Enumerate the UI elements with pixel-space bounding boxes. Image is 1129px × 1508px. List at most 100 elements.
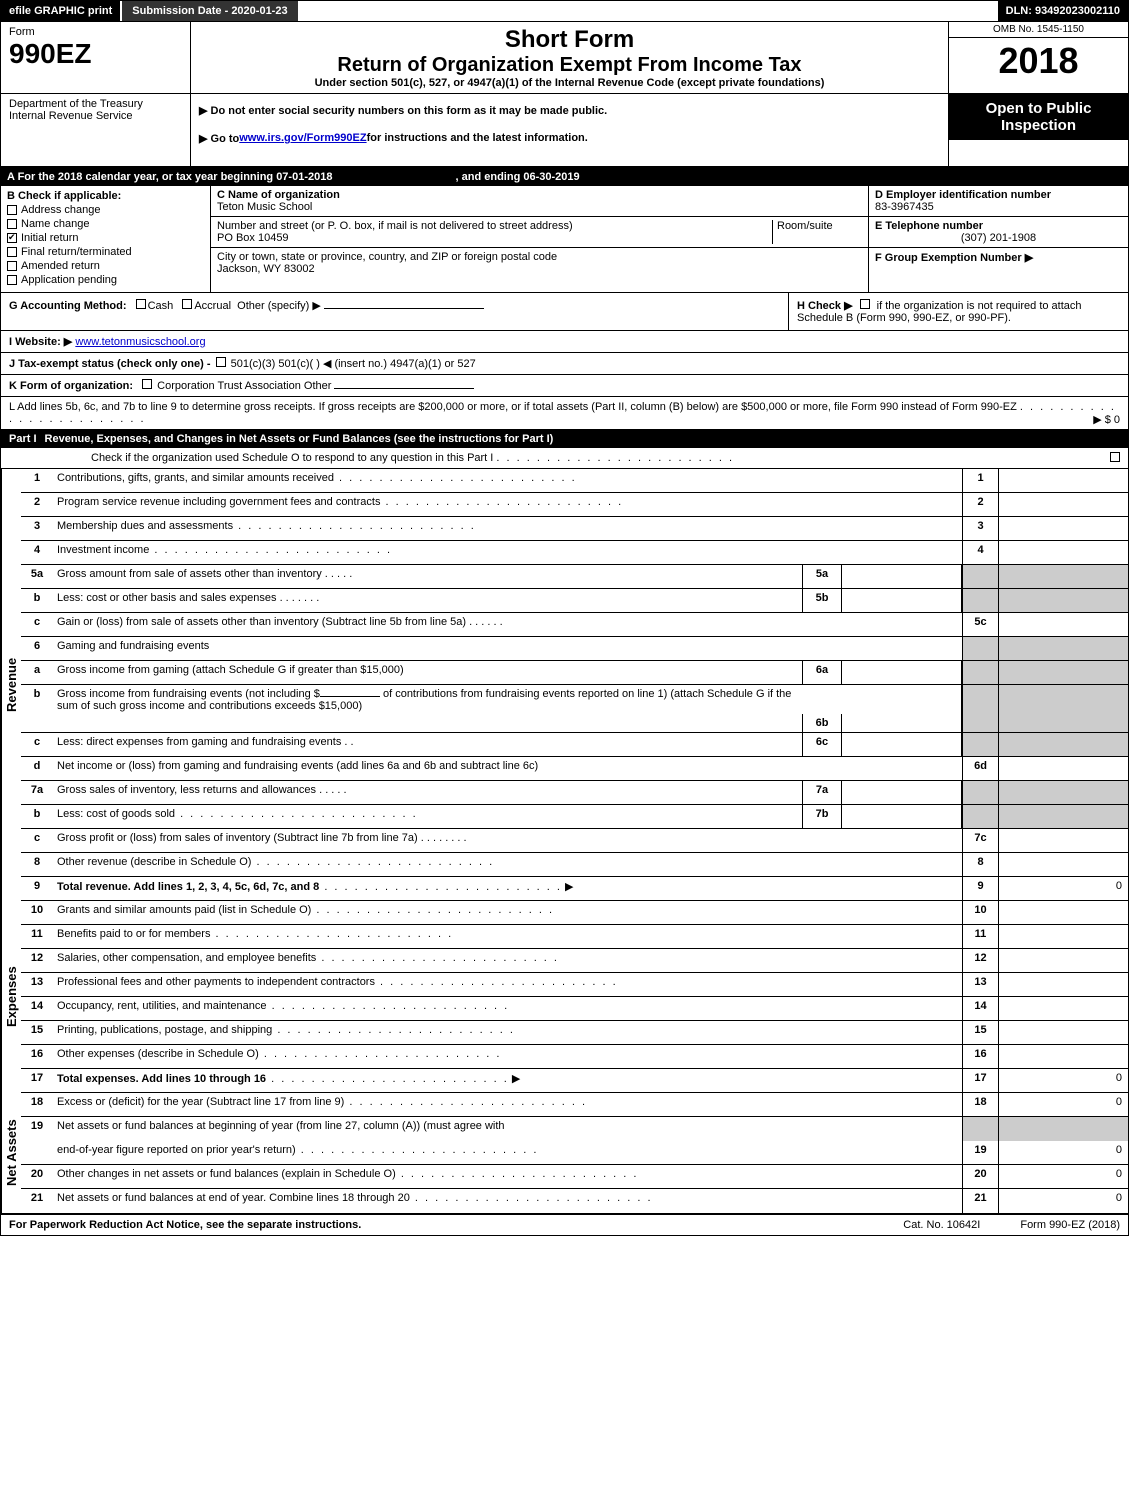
section-b: B Check if applicable: Address change Na…	[1, 186, 211, 292]
section-c: C Name of organization Teton Music Schoo…	[211, 186, 868, 292]
dept-treasury: Department of the Treasury Internal Reve…	[1, 94, 191, 166]
other-label: Other (specify) ▶	[237, 300, 321, 312]
expenses-rows: 10Grants and similar amounts paid (list …	[21, 901, 1128, 1093]
chk-schedule-b[interactable]	[860, 299, 870, 309]
section-k: K Form of organization: Corporation Trus…	[1, 375, 1128, 397]
chk-name-change[interactable]: Name change	[7, 218, 204, 230]
org-name-label: C Name of organization	[217, 189, 340, 201]
netassets-section: Net Assets 18Excess or (deficit) for the…	[1, 1093, 1128, 1213]
line-5c-desc: Gain or (loss) from sale of assets other…	[57, 616, 466, 628]
line-1-desc: Contributions, gifts, grants, and simila…	[57, 472, 334, 484]
form-word: Form	[9, 26, 182, 38]
chk-label: Name change	[21, 218, 90, 230]
chk-address-change[interactable]: Address change	[7, 204, 204, 216]
ein-value: 83-3967435	[875, 201, 934, 213]
gross-receipts-amount: ▶ $ 0	[1093, 413, 1120, 426]
line-21-desc: Net assets or fund balances at end of ye…	[57, 1192, 410, 1204]
phone-cell: E Telephone number (307) 201-1908	[869, 217, 1128, 248]
chk-label: Application pending	[21, 274, 117, 286]
other-specify-input[interactable]	[324, 308, 484, 309]
line-6d-desc: Net income or (loss) from gaming and fun…	[57, 760, 538, 772]
line-14-desc: Occupancy, rent, utilities, and maintena…	[57, 1000, 267, 1012]
line-6-desc: Gaming and fundraising events	[57, 640, 209, 652]
other-org-input[interactable]	[334, 388, 474, 389]
line-9-value: 0	[998, 877, 1128, 900]
chk-corporation[interactable]	[142, 379, 152, 389]
phone-label: E Telephone number	[875, 220, 983, 232]
line-6b-desc-a: Gross income from fundraising events (no…	[57, 688, 320, 700]
accrual-label: Accrual	[194, 300, 231, 312]
submission-date: Submission Date - 2020-01-23	[120, 1, 297, 21]
tax-year: 2018	[949, 38, 1128, 84]
chk-accrual[interactable]	[182, 299, 192, 309]
line-7b-desc: Less: cost of goods sold	[57, 808, 175, 820]
org-city: Jackson, WY 83002	[217, 263, 315, 275]
city-label: City or town, state or province, country…	[217, 251, 557, 263]
room-suite: Room/suite	[772, 220, 862, 244]
expenses-tab: Expenses	[1, 901, 21, 1093]
chk-final-return[interactable]: Final return/terminated	[7, 246, 204, 258]
cat-no: Cat. No. 10642I	[903, 1219, 980, 1231]
irs-link[interactable]: www.irs.gov/Form990EZ	[239, 132, 366, 156]
chk-label: Address change	[21, 204, 101, 216]
org-name-cell: C Name of organization Teton Music Schoo…	[211, 186, 868, 217]
org-city-cell: City or town, state or province, country…	[211, 248, 868, 278]
chk-cash[interactable]	[136, 299, 146, 309]
paperwork-notice: For Paperwork Reduction Act Notice, see …	[9, 1219, 361, 1231]
dln: DLN: 93492023002110	[998, 1, 1128, 21]
chk-initial-return[interactable]: Initial return	[7, 232, 204, 244]
open-inspection-block: Open to Public Inspection	[948, 94, 1128, 166]
chk-label: Initial return	[21, 232, 78, 244]
part-i-desc: Revenue, Expenses, and Changes in Net As…	[45, 433, 554, 445]
line-6b-amount-input[interactable]	[320, 696, 380, 697]
goto-pre: ▶ Go to	[199, 132, 239, 156]
line-19-value: 0	[998, 1141, 1128, 1164]
short-form-title: Short Form	[199, 26, 940, 54]
revenue-rows: 1Contributions, gifts, grants, and simil…	[21, 469, 1128, 901]
line-3-desc: Membership dues and assessments	[57, 520, 233, 532]
website-label: I Website: ▶	[9, 336, 72, 348]
form-number-block: Form 990EZ	[1, 22, 191, 93]
line-5a-desc: Gross amount from sale of assets other t…	[57, 568, 322, 580]
section-g: G Accounting Method: Cash Accrual Other …	[1, 293, 788, 330]
form-990ez: 990EZ	[9, 38, 182, 70]
goto-post: for instructions and the latest informat…	[367, 132, 588, 156]
line-18-desc: Excess or (deficit) for the year (Subtra…	[57, 1096, 344, 1108]
line-6c-desc: Less: direct expenses from gaming and fu…	[57, 736, 341, 748]
chk-schedule-o[interactable]	[1110, 452, 1120, 462]
line-18-value: 0	[998, 1093, 1128, 1116]
line-20-desc: Other changes in net assets or fund bala…	[57, 1168, 396, 1180]
instructions-block: ▶ Do not enter social security numbers o…	[191, 94, 948, 166]
website-link[interactable]: www.tetonmusicschool.org	[75, 336, 205, 348]
line-12-desc: Salaries, other compensation, and employ…	[57, 952, 316, 964]
line-10-desc: Grants and similar amounts paid (list in…	[57, 904, 311, 916]
accounting-label: G Accounting Method:	[9, 300, 127, 312]
efile-print[interactable]: efile GRAPHIC print	[1, 1, 120, 21]
calendar-a: A For the 2018 calendar year, or tax yea…	[7, 171, 332, 183]
chk-501c3[interactable]	[216, 357, 226, 367]
line-19-desc-b: end-of-year figure reported on prior yea…	[57, 1144, 296, 1156]
line-5b-desc: Less: cost or other basis and sales expe…	[57, 592, 277, 604]
line-21-value: 0	[998, 1189, 1128, 1213]
chk-amended-return[interactable]: Amended return	[7, 260, 204, 272]
section-j: J Tax-exempt status (check only one) - 5…	[1, 353, 1128, 375]
calendar-b: , and ending 06-30-2019	[456, 171, 580, 183]
line-13-desc: Professional fees and other payments to …	[57, 976, 375, 988]
revenue-tab: Revenue	[1, 469, 21, 901]
line-15-desc: Printing, publications, postage, and shi…	[57, 1024, 272, 1036]
cash-label: Cash	[148, 300, 174, 312]
org-info-row: B Check if applicable: Address change Na…	[1, 186, 1128, 293]
footer: For Paperwork Reduction Act Notice, see …	[1, 1213, 1128, 1235]
chk-application-pending[interactable]: Application pending	[7, 274, 204, 286]
h-label: H Check ▶	[797, 300, 853, 312]
form-page: efile GRAPHIC print Submission Date - 20…	[0, 0, 1129, 1236]
org-name: Teton Music School	[217, 201, 312, 213]
line-2-desc: Program service revenue including govern…	[57, 496, 380, 508]
line-11-desc: Benefits paid to or for members	[57, 928, 210, 940]
tax-exempt-opts: 501(c)(3) 501(c)( ) ◀ (insert no.) 4947(…	[231, 358, 476, 370]
group-exemption-cell: F Group Exemption Number ▶	[869, 248, 1128, 267]
line-17-value: 0	[998, 1069, 1128, 1092]
title-block: Short Form Return of Organization Exempt…	[191, 22, 948, 93]
chk-label: Final return/terminated	[21, 246, 132, 258]
phone-value: (307) 201-1908	[875, 232, 1122, 244]
